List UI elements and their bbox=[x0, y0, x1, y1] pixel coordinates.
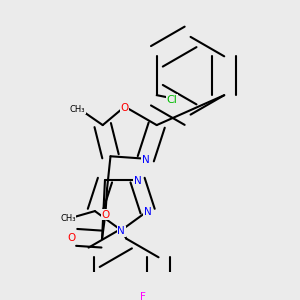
Text: N: N bbox=[142, 155, 150, 165]
Text: F: F bbox=[140, 292, 146, 300]
Text: N: N bbox=[117, 226, 125, 236]
Text: CH₃: CH₃ bbox=[70, 105, 85, 114]
Text: N: N bbox=[144, 207, 152, 217]
Text: CH₃: CH₃ bbox=[60, 214, 76, 223]
Text: N: N bbox=[134, 176, 141, 186]
Text: Cl: Cl bbox=[167, 94, 178, 105]
Text: O: O bbox=[101, 210, 110, 220]
Text: O: O bbox=[121, 103, 129, 112]
Text: O: O bbox=[68, 233, 76, 243]
